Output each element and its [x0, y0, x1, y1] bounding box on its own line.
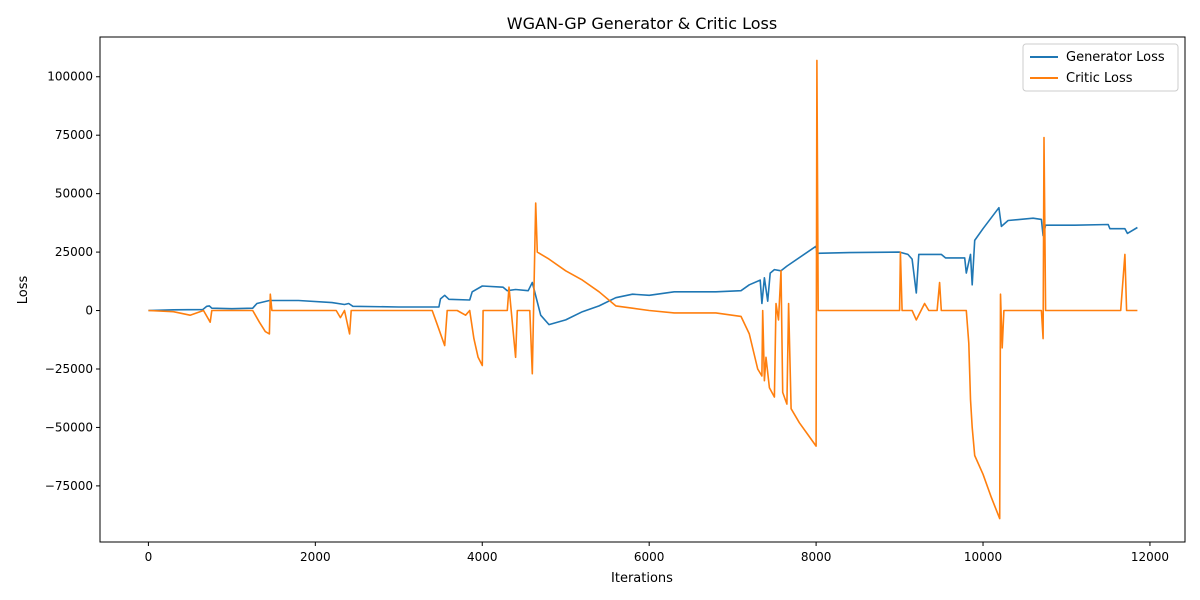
plot-frame: [99, 36, 1186, 543]
x-axis-label: Iterations: [611, 571, 673, 586]
x-axis: 0 2000 4000 6000 8000 10000 12000: [145, 542, 1169, 564]
y-tick-label: 0: [85, 304, 93, 318]
x-tick-label: 0: [145, 550, 153, 564]
y-tick-label: 50000: [55, 187, 93, 201]
legend-label-critic: Critic Loss: [1066, 71, 1133, 86]
x-tick-label: 4000: [467, 550, 498, 564]
x-tick-label: 10000: [964, 550, 1002, 564]
x-tick-label: 6000: [634, 550, 665, 564]
x-tick-label: 2000: [300, 550, 331, 564]
y-tick-label: −75000: [45, 479, 93, 493]
chart-title: WGAN-GP Generator & Critic Loss: [507, 14, 777, 33]
plot-lines: [148, 59, 1138, 520]
y-axis: −75000 −50000 −25000 0 25000 50000 75000 100000: [45, 70, 100, 493]
x-tick-label: 8000: [801, 550, 832, 564]
x-tick-label: 12000: [1131, 550, 1169, 564]
y-tick-label: 75000: [55, 128, 93, 142]
y-tick-label: −50000: [45, 420, 93, 434]
series-line-critic: [148, 59, 1138, 520]
y-tick-label: 25000: [55, 245, 93, 259]
y-tick-label: −25000: [45, 362, 93, 376]
legend: Generator Loss Critic Loss: [1022, 43, 1179, 92]
y-axis-label: Loss: [16, 276, 31, 305]
legend-label-generator: Generator Loss: [1066, 50, 1165, 65]
series-line-generator: [148, 206, 1138, 326]
legend-box: [1022, 43, 1179, 92]
y-tick-label: 100000: [47, 70, 93, 84]
